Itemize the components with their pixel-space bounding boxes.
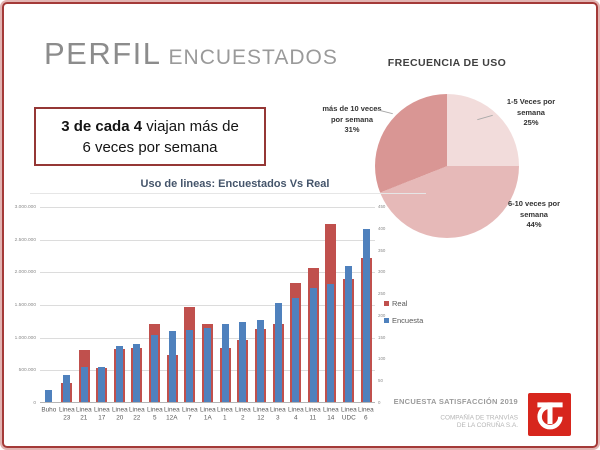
bar-encuesta — [345, 266, 353, 402]
company-logo — [528, 393, 571, 436]
bar-encuesta — [221, 324, 229, 402]
gridline — [40, 272, 375, 274]
y-axis-tick-left: 500.000 — [18, 367, 36, 373]
footer-survey-title: ENCUESTA SATISFACCIÓN 2019 — [393, 397, 518, 406]
bar-encuesta — [168, 330, 176, 402]
x-axis-label: Linea 4 — [287, 406, 304, 422]
page-title-sub: ENCUESTADOS — [168, 46, 338, 69]
bar-encuesta — [80, 367, 88, 402]
y-axis-tick-right: 450 — [378, 204, 386, 209]
pie-slice-label: más de 10 veces por semana 31% — [322, 104, 382, 134]
x-axis-label: Buho — [41, 406, 57, 414]
bar-encuesta — [309, 288, 317, 402]
x-axis-label: Linea 12A — [164, 406, 181, 422]
y-axis-tick-right: 50 — [378, 378, 383, 384]
bar-encuesta — [186, 329, 194, 402]
x-axis-label: Linea 14 — [323, 406, 339, 422]
x-axis-label: Linea 6 — [358, 406, 374, 422]
chart-divider-line — [30, 193, 426, 194]
y-axis-tick-left: 0 — [33, 399, 36, 406]
highlight-text: 3 de cada 4 viajan más de 6 veces por se… — [61, 116, 239, 158]
x-axis-line — [40, 402, 375, 403]
pie-slice-label: 1-5 Veces por semana 25% — [506, 97, 556, 127]
legend-item-encuesta: Encuesta — [384, 316, 423, 325]
bar-encuesta — [274, 302, 282, 402]
highlight-box: 3 de cada 4 viajan más de 6 veces por se… — [34, 107, 266, 166]
x-axis-label: Linea 17 — [93, 406, 110, 422]
bar-encuesta — [133, 344, 141, 402]
x-axis-label: Linea 12 — [252, 406, 269, 422]
y-axis-tick-right: 150 — [378, 334, 386, 340]
pie-chart-title: FRECUENCIA DE USO — [387, 57, 507, 69]
page-title-main: PERFIL — [44, 36, 162, 71]
highlight-bold: 3 de cada 4 — [61, 117, 143, 135]
tranvias-logo-icon — [536, 401, 563, 429]
x-axis-label: Linea 20 — [111, 406, 128, 422]
y-axis-tick-left: 1.000.000 — [14, 334, 36, 340]
x-axis-label: Linea UDC — [340, 406, 357, 422]
y-axis-tick-left: 1.500.000 — [14, 301, 36, 308]
y-axis-tick-left: 2.500.000 — [14, 236, 36, 242]
y-axis-tick-left: 2.000.000 — [14, 269, 36, 275]
bar-encuesta — [239, 322, 247, 402]
legend-item-real: Real — [384, 299, 423, 308]
y-axis-tick-right: 350 — [378, 247, 386, 253]
bar-chart-title: Uso de lineas: Encuestados Vs Real — [140, 178, 330, 190]
bar-encuesta — [204, 328, 211, 402]
bar-encuesta — [151, 335, 159, 402]
x-axis-label: Linea 21 — [76, 406, 92, 422]
footer-company-name: COMPAÑÍA DE TRANVÍAS DE LA CORUÑA S.A. — [440, 414, 518, 429]
x-axis-label: Linea 3 — [270, 406, 286, 422]
footer: ENCUESTA SATISFACCIÓN 2019 COMPAÑÍA DE T… — [330, 397, 518, 432]
bar-encuesta — [292, 298, 300, 402]
pie-chart — [375, 94, 519, 238]
bar-encuesta — [115, 345, 123, 402]
highlight-line2: 6 veces por semana — [82, 138, 218, 156]
x-axis-label: Linea 1A — [199, 406, 216, 422]
page-title: PERFIL ENCUESTADOS — [44, 36, 338, 72]
x-axis-label: Linea 11 — [305, 406, 322, 422]
y-axis-tick-right: 400 — [378, 225, 386, 231]
x-axis-label: Linea 22 — [129, 406, 145, 422]
bar-encuesta — [256, 319, 264, 402]
bar-encuesta — [327, 283, 335, 402]
y-axis-tick-right: 100 — [378, 356, 386, 362]
legend-swatch-real — [384, 301, 389, 306]
y-axis-tick-left: 3.000.000 — [14, 203, 36, 210]
x-axis-label: Linea 1 — [217, 406, 233, 422]
bar-encuesta — [62, 375, 70, 402]
x-axis-label: Linea 2 — [234, 406, 251, 422]
y-axis-tick-right: 250 — [378, 291, 386, 297]
legend-swatch-encuesta — [384, 318, 389, 323]
bar-encuesta — [362, 228, 370, 402]
x-axis-label: Linea 7 — [182, 406, 198, 422]
y-axis-tick-right: 0 — [378, 400, 381, 405]
x-axis-label: Linea 5 — [146, 406, 163, 422]
y-axis-tick-right: 300 — [378, 269, 386, 275]
legend-label-real: Real — [392, 299, 408, 308]
highlight-rest: viajan más de — [142, 117, 239, 135]
gridline — [40, 305, 375, 306]
bar-encuesta — [98, 367, 106, 402]
bar-encuesta — [45, 389, 53, 402]
legend-label-encuesta: Encuesta — [392, 316, 424, 325]
bar-plot: 3.000.000 2.500.000 2.000.000 1.500.000 1.00… — [15, 204, 386, 421]
y-axis-tick-right: 200 — [378, 312, 386, 318]
bar-chart-legend: Real Encuesta — [384, 299, 423, 333]
pie-slice-label: 6-10 veces por semana 44% — [507, 199, 561, 229]
gridline — [40, 207, 375, 208]
x-axis-label: Linea 23 — [58, 406, 75, 422]
gridline — [40, 239, 375, 241]
